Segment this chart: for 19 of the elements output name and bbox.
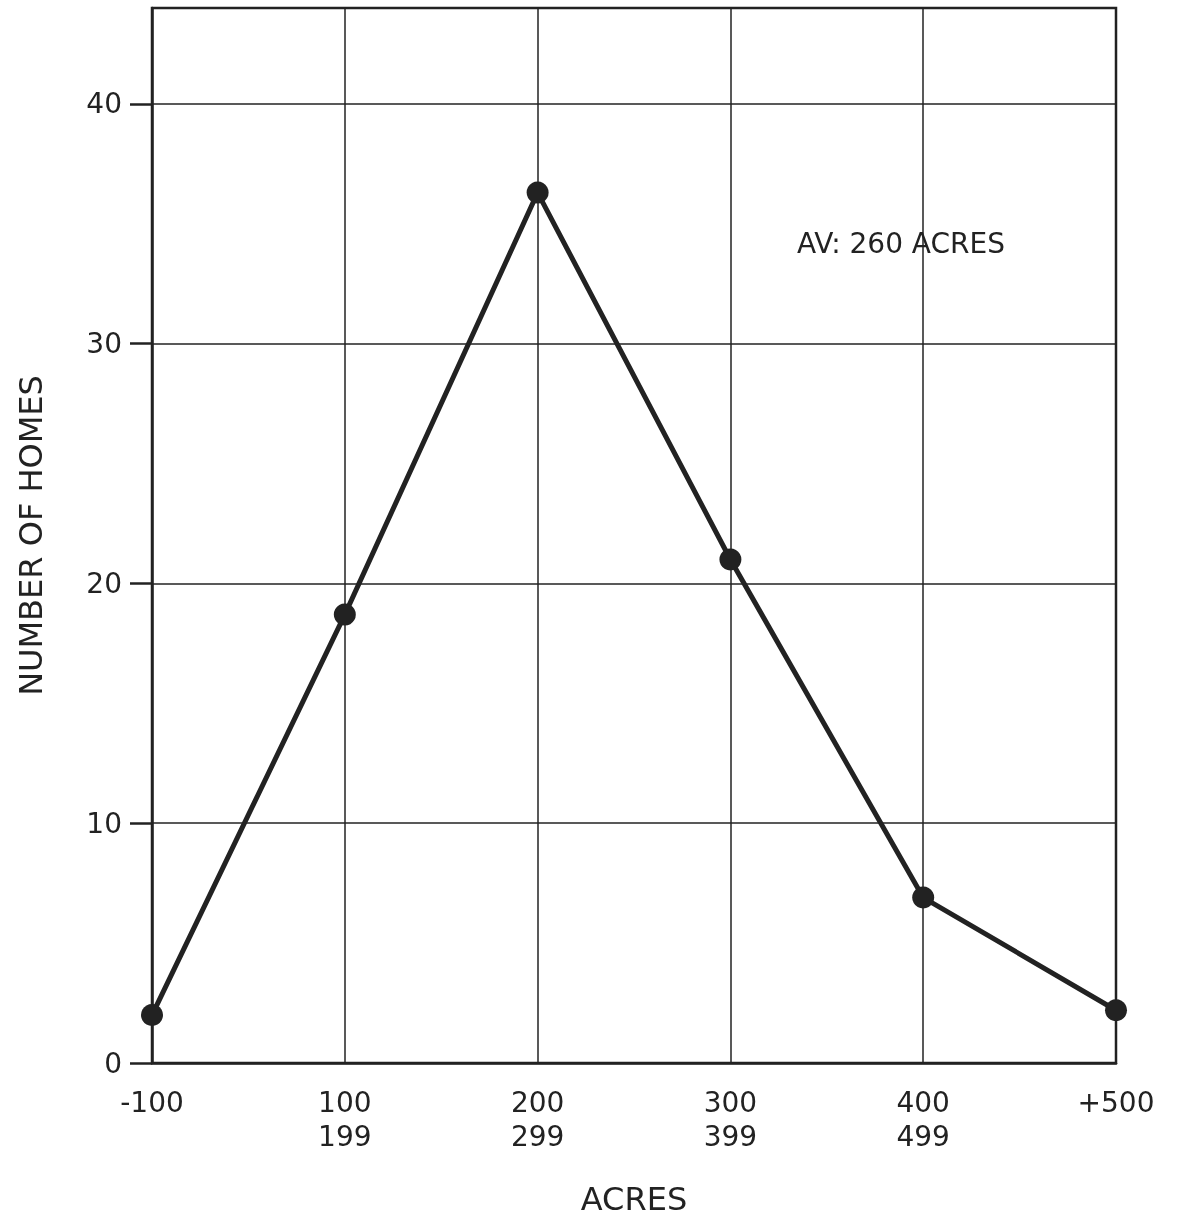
x-tick-label: 200 299 [510,1085,565,1153]
point [719,548,742,571]
x-tick-label: 100 199 [318,1085,372,1153]
point [333,603,356,626]
point [141,1004,163,1027]
point [912,886,935,909]
x-tick-label: +500 [1077,1085,1155,1119]
y-tick-label: 40 [86,87,122,121]
x-axis-title: ACRES [580,1180,688,1218]
y-axis-title: NUMBER OF HOMES [12,375,50,696]
y-tick-label: 0 [104,1046,122,1080]
x-tick-label: -100 [120,1085,184,1119]
point [526,181,549,204]
x-tick-label: 400 499 [896,1085,950,1153]
y-tick-label: 20 [86,566,122,600]
point [1105,999,1127,1022]
y-tick-label: 30 [86,327,122,361]
x-tick-label: 300 399 [703,1085,758,1153]
y-tick-label: 10 [86,806,122,840]
